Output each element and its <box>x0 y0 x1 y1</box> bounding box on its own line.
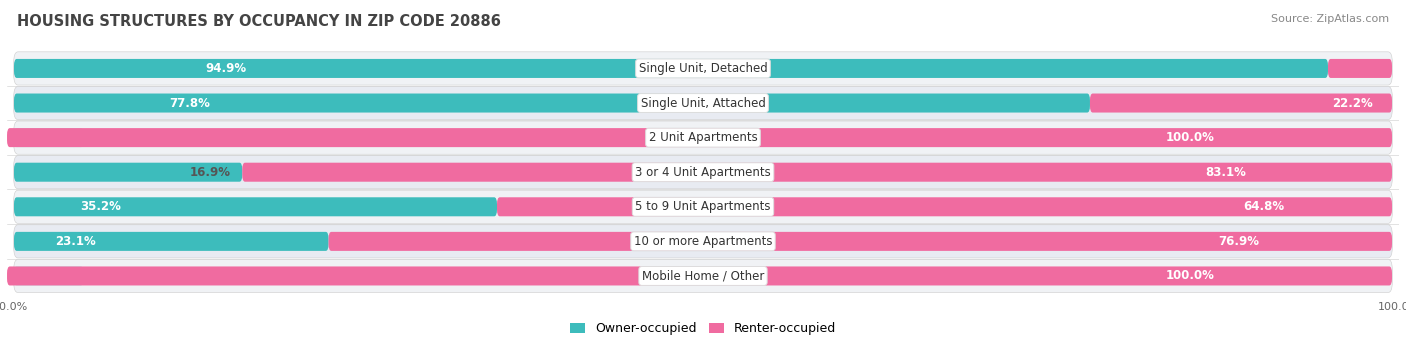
FancyBboxPatch shape <box>329 232 1392 251</box>
Text: Mobile Home / Other: Mobile Home / Other <box>641 269 765 282</box>
Text: 23.1%: 23.1% <box>55 235 96 248</box>
FancyBboxPatch shape <box>14 232 329 251</box>
FancyBboxPatch shape <box>14 225 1392 258</box>
Text: 2 Unit Apartments: 2 Unit Apartments <box>648 131 758 144</box>
FancyBboxPatch shape <box>14 128 83 147</box>
FancyBboxPatch shape <box>14 266 83 285</box>
Text: 94.9%: 94.9% <box>205 62 246 75</box>
Text: HOUSING STRUCTURES BY OCCUPANCY IN ZIP CODE 20886: HOUSING STRUCTURES BY OCCUPANCY IN ZIP C… <box>17 14 501 29</box>
Text: 16.9%: 16.9% <box>190 166 231 179</box>
Text: 76.9%: 76.9% <box>1218 235 1258 248</box>
Text: 100.0%: 100.0% <box>1166 269 1215 282</box>
FancyBboxPatch shape <box>14 260 1392 293</box>
FancyBboxPatch shape <box>14 86 1392 120</box>
Text: 64.8%: 64.8% <box>1243 200 1284 213</box>
Text: 35.2%: 35.2% <box>80 200 121 213</box>
FancyBboxPatch shape <box>14 190 1392 223</box>
FancyBboxPatch shape <box>242 163 1392 182</box>
Legend: Owner-occupied, Renter-occupied: Owner-occupied, Renter-occupied <box>565 317 841 340</box>
FancyBboxPatch shape <box>1090 93 1392 113</box>
FancyBboxPatch shape <box>7 266 1392 285</box>
FancyBboxPatch shape <box>14 93 1090 113</box>
FancyBboxPatch shape <box>14 197 496 216</box>
Text: 83.1%: 83.1% <box>1205 166 1246 179</box>
FancyBboxPatch shape <box>14 163 242 182</box>
Text: 3 or 4 Unit Apartments: 3 or 4 Unit Apartments <box>636 166 770 179</box>
FancyBboxPatch shape <box>14 121 1392 154</box>
Text: Single Unit, Detached: Single Unit, Detached <box>638 62 768 75</box>
FancyBboxPatch shape <box>14 59 1329 78</box>
Text: 100.0%: 100.0% <box>1166 131 1215 144</box>
FancyBboxPatch shape <box>14 52 1392 85</box>
Text: 77.8%: 77.8% <box>170 97 211 109</box>
FancyBboxPatch shape <box>14 155 1392 189</box>
FancyBboxPatch shape <box>7 128 1392 147</box>
Text: 22.2%: 22.2% <box>1333 97 1374 109</box>
FancyBboxPatch shape <box>496 197 1392 216</box>
Text: Single Unit, Attached: Single Unit, Attached <box>641 97 765 109</box>
Text: 5 to 9 Unit Apartments: 5 to 9 Unit Apartments <box>636 200 770 213</box>
FancyBboxPatch shape <box>1329 59 1392 78</box>
Text: 10 or more Apartments: 10 or more Apartments <box>634 235 772 248</box>
Text: Source: ZipAtlas.com: Source: ZipAtlas.com <box>1271 14 1389 24</box>
